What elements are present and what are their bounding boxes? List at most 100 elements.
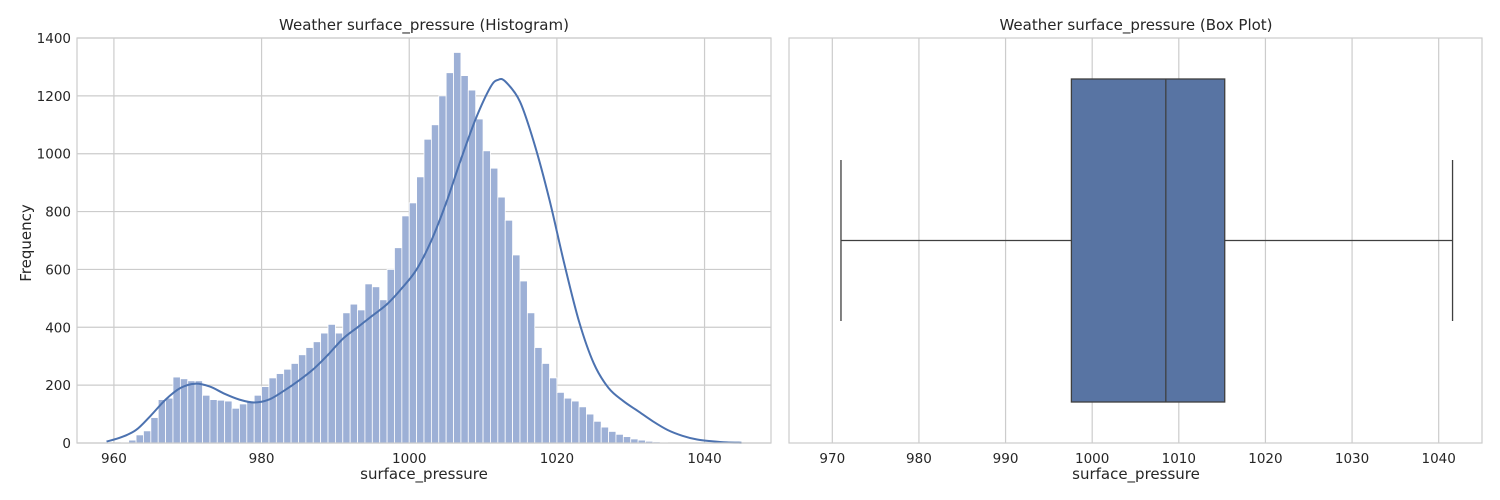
histogram-bar xyxy=(497,196,506,444)
x-tick-label: 1000 xyxy=(392,451,426,467)
x-tick-label: 960 xyxy=(101,451,127,467)
histogram-title: Weather surface_pressure (Histogram) xyxy=(279,16,569,35)
histogram-bar xyxy=(312,341,322,444)
histogram-bar xyxy=(467,89,477,444)
histogram-bar xyxy=(482,150,491,444)
histogram-bar xyxy=(445,72,454,444)
histogram-bar xyxy=(342,312,351,444)
histogram-bar xyxy=(150,417,159,444)
histogram-bar xyxy=(187,380,196,444)
histogram-bar xyxy=(172,376,181,444)
histogram-bar xyxy=(578,406,587,444)
histogram-bar xyxy=(261,386,270,444)
histogram-bar xyxy=(534,347,543,444)
histogram-bar xyxy=(600,426,609,444)
histogram-bar xyxy=(512,254,521,444)
histogram-bar xyxy=(526,312,536,444)
histogram-y-axis-label: Frequency xyxy=(17,204,35,282)
histogram-bar xyxy=(349,303,358,444)
histogram-bar xyxy=(379,299,388,444)
histogram-bar xyxy=(290,363,299,444)
x-tick-label: 990 xyxy=(993,451,1019,467)
boxplot-panel: Weather surface_pressure (Box Plot) 970 9… xyxy=(788,16,1483,484)
histogram-bar xyxy=(608,431,617,444)
histogram-bar xyxy=(298,354,307,444)
x-tick-label: 1000 xyxy=(1075,451,1109,467)
x-tick-label: 1020 xyxy=(540,451,574,467)
histogram-bar xyxy=(453,52,462,444)
y-tick-label: 600 xyxy=(45,262,71,278)
histogram-bars xyxy=(120,52,669,444)
histogram-bar xyxy=(165,397,174,444)
histogram-bar xyxy=(430,124,440,444)
histogram-bar xyxy=(438,95,447,444)
x-tick-label: 970 xyxy=(819,451,845,467)
boxplot-x-axis-label: surface_pressure xyxy=(1072,465,1200,484)
histogram-bar xyxy=(460,75,469,444)
x-tick-label: 1040 xyxy=(1422,451,1456,467)
histogram-x-ticklabels: 960 980 1000 1020 1040 xyxy=(101,451,722,467)
histogram-bar xyxy=(593,420,602,444)
histogram-panel: Weather surface_pressure (Histogram) 960… xyxy=(17,16,772,484)
histogram-bar xyxy=(556,391,565,444)
histogram-bar xyxy=(216,399,226,444)
histogram-bar xyxy=(622,436,632,444)
y-tick-label: 0 xyxy=(62,436,71,452)
histogram-bar xyxy=(541,363,550,444)
boxplot-x-ticklabels: 970 980 990 1000 1010 1020 1030 1040 xyxy=(819,451,1455,467)
histogram-bar xyxy=(202,394,211,444)
histogram-x-axis-label: surface_pressure xyxy=(360,465,488,484)
histogram-bar xyxy=(194,380,203,444)
histogram-bar xyxy=(563,397,573,444)
y-tick-label: 1200 xyxy=(37,89,71,105)
boxplot-title: Weather surface_pressure (Box Plot) xyxy=(999,16,1272,35)
histogram-bar xyxy=(335,332,344,444)
histogram-bar xyxy=(408,202,418,444)
histogram-bar xyxy=(490,167,499,444)
x-tick-label: 980 xyxy=(906,451,932,467)
x-tick-label: 980 xyxy=(249,451,275,467)
y-tick-label: 800 xyxy=(45,205,71,221)
histogram-bar xyxy=(275,373,285,444)
interquartile-box xyxy=(1070,78,1226,403)
histogram-bar xyxy=(357,309,366,444)
histogram-bar xyxy=(268,377,277,444)
x-tick-label: 1020 xyxy=(1248,451,1282,467)
histogram-bar xyxy=(320,332,329,444)
boxplot-body xyxy=(840,78,1454,403)
histogram-bar xyxy=(615,433,624,444)
histogram-bar xyxy=(586,413,595,444)
boxplot-axes-frame xyxy=(788,37,1483,444)
histogram-bar xyxy=(305,347,314,444)
histogram-bar xyxy=(630,438,639,444)
histogram-bar xyxy=(519,280,528,444)
histogram-bar xyxy=(283,368,292,444)
histogram-axes-frame xyxy=(76,37,772,444)
histogram-bar xyxy=(423,138,432,444)
histogram-bar xyxy=(549,377,558,444)
x-tick-label: 1010 xyxy=(1162,451,1196,467)
kde-curve xyxy=(106,77,742,444)
histogram-bar xyxy=(571,400,580,444)
histogram-bar xyxy=(209,399,218,444)
histogram-bar xyxy=(504,219,513,444)
histogram-bar xyxy=(143,430,152,444)
y-tick-label: 200 xyxy=(45,378,71,394)
y-tick-label: 1400 xyxy=(37,31,71,47)
histogram-y-ticklabels: 0 200 400 600 800 1000 1200 1400 xyxy=(37,31,71,452)
y-tick-label: 400 xyxy=(45,320,71,336)
histogram-bar xyxy=(401,215,410,444)
histogram-bar xyxy=(475,118,484,444)
histogram-bar xyxy=(394,247,403,444)
histogram-bar xyxy=(386,269,395,444)
x-tick-label: 1040 xyxy=(687,451,721,467)
y-tick-label: 1000 xyxy=(37,147,71,163)
histogram-bar xyxy=(231,407,240,444)
histogram-bar xyxy=(246,400,255,444)
histogram-bar xyxy=(239,403,248,444)
x-tick-label: 1030 xyxy=(1335,451,1369,467)
histogram-bar xyxy=(364,283,373,444)
histogram-bar xyxy=(224,400,233,444)
histogram-bar xyxy=(416,176,425,444)
